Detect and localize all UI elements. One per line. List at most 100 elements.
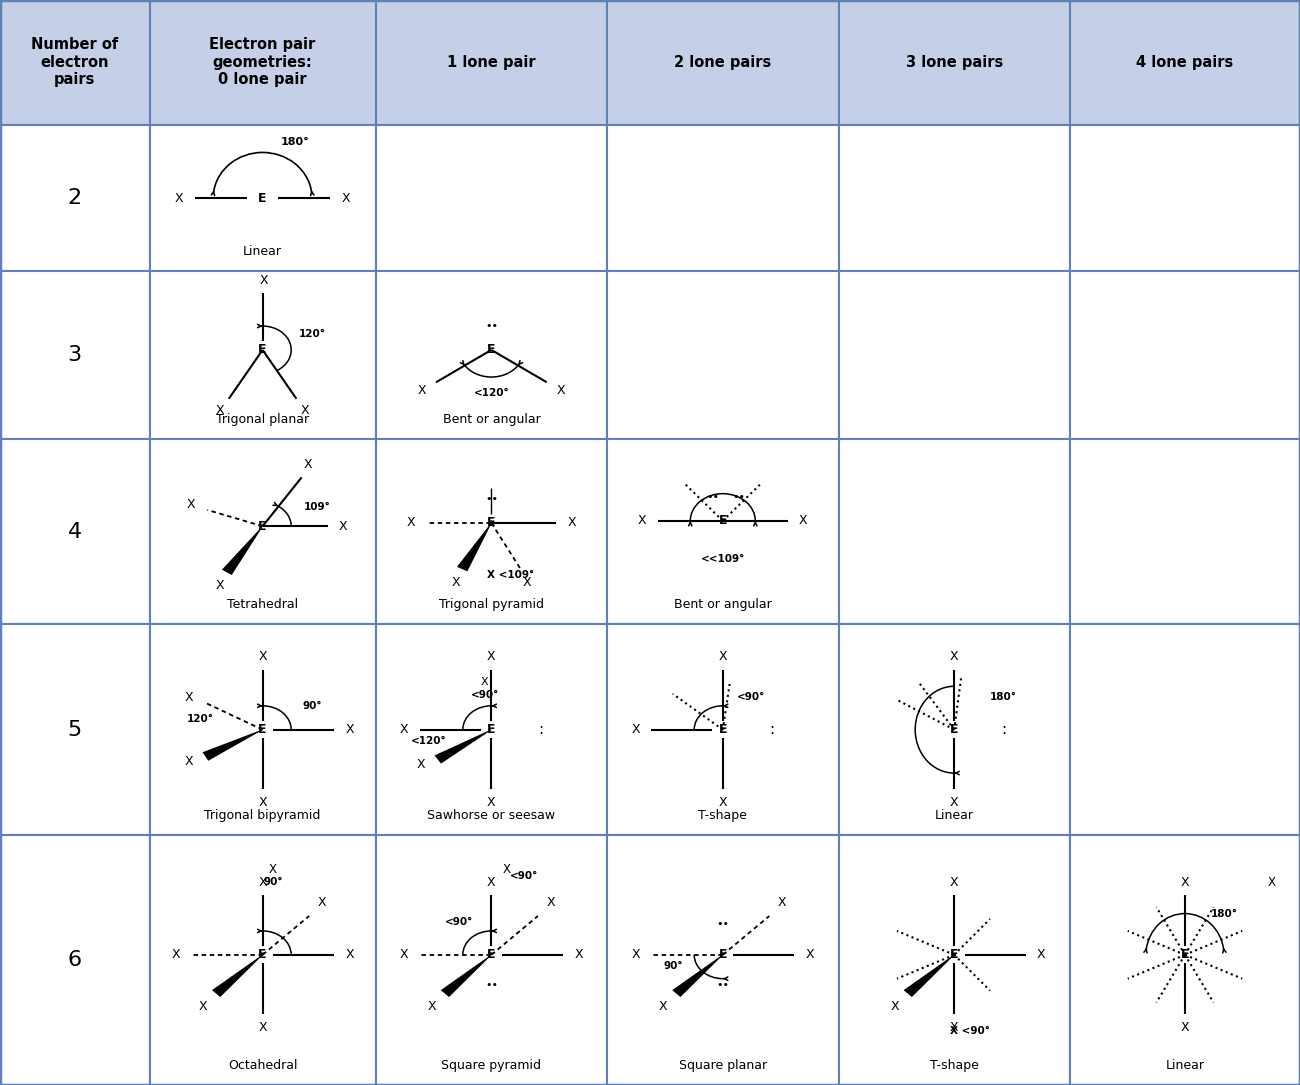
Text: X: X <box>546 896 555 909</box>
Text: 90°: 90° <box>302 701 322 711</box>
Text: X: X <box>407 516 415 529</box>
Bar <box>150 835 376 1085</box>
Text: X: X <box>186 498 195 511</box>
Text: X: X <box>719 796 727 808</box>
Bar <box>1070 624 1300 835</box>
Text: X: X <box>719 651 727 663</box>
Text: ••: •• <box>485 321 498 331</box>
Bar <box>838 624 1070 835</box>
Text: Bent or angular: Bent or angular <box>442 413 541 426</box>
Text: X: X <box>503 863 511 876</box>
Text: E: E <box>719 514 727 527</box>
Bar <box>376 835 607 1085</box>
Text: X: X <box>950 876 958 889</box>
Text: X: X <box>1180 876 1190 889</box>
Bar <box>607 439 838 624</box>
Text: :: : <box>538 723 543 737</box>
Text: X: X <box>1268 876 1277 889</box>
Bar <box>150 624 376 835</box>
Text: ••: •• <box>485 980 498 991</box>
Bar <box>376 439 607 624</box>
Bar <box>838 835 1070 1085</box>
Text: 109°: 109° <box>304 501 330 512</box>
Text: E: E <box>259 344 266 356</box>
Text: :: : <box>770 723 775 737</box>
Text: ••: •• <box>485 494 498 505</box>
Text: X: X <box>488 876 495 889</box>
Text: Tetrahedral: Tetrahedral <box>227 598 298 611</box>
Text: <<109°: <<109° <box>701 553 745 564</box>
Text: ••: •• <box>706 492 719 502</box>
Text: 120°: 120° <box>187 714 213 724</box>
Bar <box>1070 271 1300 439</box>
Bar <box>607 835 838 1085</box>
Text: X: X <box>638 514 646 527</box>
Text: E: E <box>1180 948 1190 961</box>
Text: Linear: Linear <box>935 809 974 822</box>
Text: X: X <box>1037 948 1045 961</box>
Text: X: X <box>950 651 958 663</box>
Text: ••: •• <box>732 492 745 502</box>
Text: X: X <box>346 948 354 961</box>
Text: <120°: <120° <box>473 388 510 398</box>
Text: X: X <box>216 405 225 418</box>
Text: X: X <box>172 948 179 961</box>
Text: E: E <box>259 948 266 961</box>
Text: T-shape: T-shape <box>930 1059 979 1072</box>
Text: 180°: 180° <box>991 692 1017 702</box>
Text: 3 lone pairs: 3 lone pairs <box>906 55 1002 69</box>
Text: E: E <box>488 516 495 529</box>
Text: X: X <box>950 796 958 808</box>
Text: 3: 3 <box>68 345 82 366</box>
Text: Sawhorse or seesaw: Sawhorse or seesaw <box>428 809 555 822</box>
Text: X: X <box>317 896 326 909</box>
Text: X: X <box>300 405 309 418</box>
Text: <90°: <90° <box>471 690 499 700</box>
Text: 4 lone pairs: 4 lone pairs <box>1136 55 1234 69</box>
Text: E: E <box>950 724 958 736</box>
Bar <box>376 624 607 835</box>
Bar <box>150 271 376 439</box>
Text: X: X <box>304 458 312 471</box>
Text: X: X <box>575 948 582 961</box>
Text: Linear: Linear <box>1166 1059 1204 1072</box>
Text: X: X <box>488 796 495 808</box>
Text: X: X <box>400 724 408 736</box>
Polygon shape <box>222 526 263 575</box>
Text: E: E <box>488 948 495 961</box>
Text: X: X <box>556 384 566 397</box>
Text: E: E <box>259 192 266 204</box>
Text: X: X <box>523 576 532 588</box>
Bar <box>838 271 1070 439</box>
Bar <box>1070 125 1300 271</box>
Bar <box>0 439 150 624</box>
Text: ••: •• <box>716 980 729 991</box>
Text: X: X <box>339 520 347 533</box>
Polygon shape <box>434 729 491 764</box>
Text: T-shape: T-shape <box>698 809 747 822</box>
Text: E: E <box>488 724 495 736</box>
Bar <box>0 624 150 835</box>
Bar <box>1070 0 1300 125</box>
Text: X: X <box>806 948 814 961</box>
Polygon shape <box>672 955 723 997</box>
Text: X: X <box>416 758 425 771</box>
Text: X: X <box>632 724 640 736</box>
Text: Bent or angular: Bent or angular <box>673 598 772 611</box>
Text: X: X <box>199 1000 208 1013</box>
Text: 90°: 90° <box>663 960 682 971</box>
Text: 120°: 120° <box>299 329 325 339</box>
Text: X: X <box>488 651 495 663</box>
Text: X: X <box>568 516 576 529</box>
Text: Trigonal bipyramid: Trigonal bipyramid <box>204 809 321 822</box>
Text: X <90°: X <90° <box>950 1025 989 1036</box>
Bar <box>0 125 150 271</box>
Text: X: X <box>216 579 225 591</box>
Text: <90°: <90° <box>737 692 766 702</box>
Text: E: E <box>259 520 266 533</box>
Polygon shape <box>458 523 491 572</box>
Text: E: E <box>950 948 958 961</box>
Text: Trigonal planar: Trigonal planar <box>216 413 309 426</box>
Bar <box>838 439 1070 624</box>
Text: Electron pair
geometries:
0 lone pair: Electron pair geometries: 0 lone pair <box>209 38 316 87</box>
